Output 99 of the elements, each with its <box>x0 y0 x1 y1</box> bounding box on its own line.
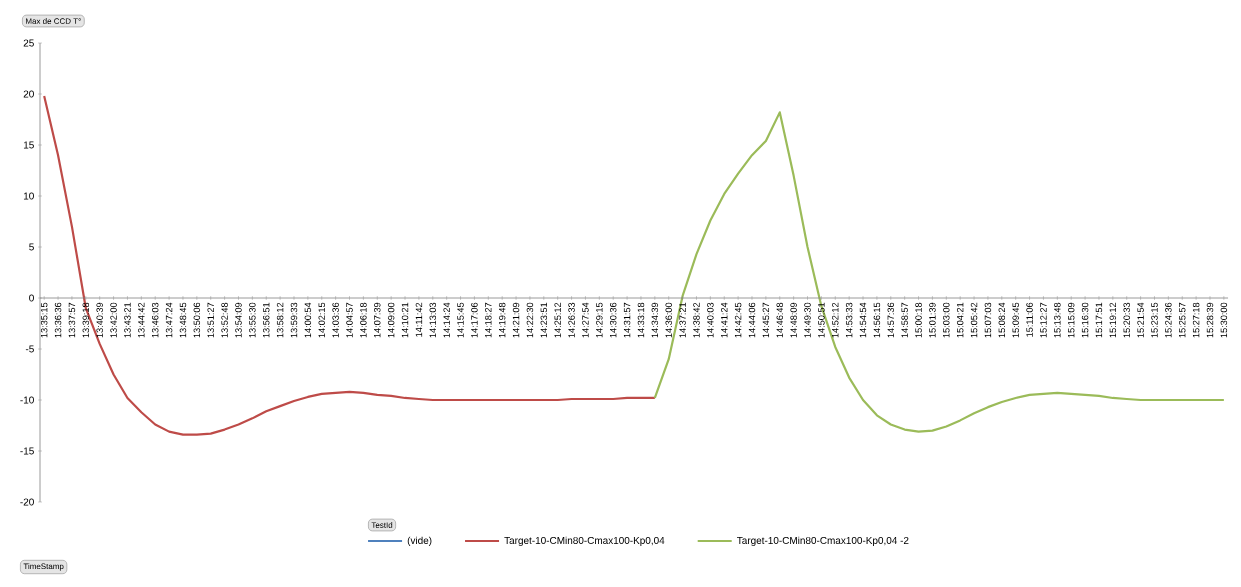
x-tick-label: 14:46:48 <box>776 302 783 338</box>
x-tick-label: 14:30:36 <box>609 302 617 338</box>
x-tick-label: 14:10:21 <box>401 302 409 338</box>
x-tick-label: 13:52:48 <box>221 302 228 338</box>
x-tick-label: 15:24:36 <box>1165 302 1172 338</box>
x-tick-label: 14:31:57 <box>623 302 631 338</box>
x-tick-label: 14:02:15 <box>318 302 325 338</box>
x-tick-label: 14:15:45 <box>457 302 464 338</box>
y-tick-label: -20 <box>20 498 34 506</box>
x-tick-label: 14:13:03 <box>429 302 437 338</box>
x-tick-label: 14:42:45 <box>734 302 742 338</box>
x-tick-label: 14:18:27 <box>485 302 492 338</box>
x-tick-label: 15:20:33 <box>1123 302 1130 338</box>
y-tick-label: 10 <box>23 192 34 200</box>
x-tick-label: 14:58:57 <box>901 302 908 338</box>
x-tick-label: 15:13:48 <box>1054 302 1061 338</box>
x-tick-label: 13:42:00 <box>110 302 117 338</box>
x-tick-label: 13:56:51 <box>262 302 270 338</box>
x-tick-label: 14:49:30 <box>804 302 811 338</box>
y-tick-label: 0 <box>29 294 34 302</box>
y-tick-label: -10 <box>20 396 34 404</box>
x-tick-label: 14:26:33 <box>568 302 575 338</box>
x-tick-label: 15:30:00 <box>1220 302 1228 338</box>
x-tick-label: 14:29:15 <box>596 302 603 338</box>
x-tick-label: 14:04:57 <box>346 302 353 338</box>
x-tick-label: 14:52:12 <box>832 302 839 338</box>
x-tick-label: 14:34:39 <box>651 302 659 338</box>
x-tick-label: 15:09:45 <box>1012 302 1019 338</box>
x-tick-label: 15:21:54 <box>1137 302 1144 338</box>
x-tick-label: 14:45:27 <box>762 302 770 338</box>
x-tick-label: 13:37:57 <box>68 302 76 338</box>
x-tick-label: 15:07:03 <box>984 302 992 338</box>
y-tick-label: -5 <box>25 345 34 353</box>
x-tick-label: 13:43:21 <box>124 302 131 338</box>
x-tick-label: 14:27:54 <box>582 302 589 338</box>
y-tick-label: 25 <box>23 39 34 47</box>
x-tick-label: 13:59:33 <box>290 302 298 338</box>
x-tick-label: 13:50:06 <box>193 302 201 338</box>
x-tick-label: 13:39:18 <box>82 302 90 338</box>
x-tick-label: 14:36:00 <box>665 302 672 338</box>
legend-label: Target-10-CMin80-Cmax100-Kp0,04 <box>504 536 665 546</box>
x-tick-label: 15:27:18 <box>1192 302 1200 338</box>
legend-label: Target-10-CMin80-Cmax100-Kp0,04 -2 <box>737 536 909 546</box>
y-tick-label: 15 <box>23 141 34 149</box>
x-tick-label: 13:36:36 <box>54 302 62 338</box>
x-tick-label: 14:57:36 <box>887 302 895 338</box>
x-tick-label: 15:05:42 <box>970 302 978 338</box>
x-tick-label: 14:06:18 <box>360 302 367 338</box>
x-tick-label: 14:44:06 <box>748 302 756 338</box>
x-tick-label: 14:48:09 <box>790 302 797 338</box>
x-tick-label: 13:55:30 <box>249 302 256 338</box>
x-tick-label: 15:08:24 <box>998 302 1006 338</box>
x-tick-label: 15:28:39 <box>1206 302 1214 338</box>
x-tick-label: 13:48:45 <box>179 302 187 338</box>
x-tick-label: 14:22:30 <box>526 302 534 338</box>
x-tick-label: 14:23:51 <box>540 302 548 338</box>
x-tick-label: 15:04:21 <box>956 302 964 338</box>
x-tick-label: 15:12:27 <box>1040 302 1047 338</box>
x-tick-label: 15:19:12 <box>1109 302 1117 338</box>
x-tick-label: 14:56:15 <box>873 302 881 338</box>
x-tick-label: 14:41:24 <box>721 302 728 338</box>
x-tick-label: 14:50:51 <box>818 302 825 338</box>
x-tick-label: 14:54:54 <box>859 302 867 338</box>
y-tick-label: -15 <box>20 447 34 455</box>
x-tick-label: 14:09:00 <box>387 302 395 338</box>
x-tick-label: 13:40:39 <box>96 302 103 338</box>
x-tick-label: 14:00:54 <box>304 302 312 338</box>
y-tick-label: 5 <box>29 243 34 251</box>
x-tick-label: 13:35:15 <box>40 302 48 338</box>
x-tick-label: 14:07:39 <box>374 302 381 338</box>
x-tick-label: 13:54:09 <box>235 302 242 338</box>
x-tick-label: 14:17:06 <box>471 302 478 338</box>
x-tick-label: 14:25:12 <box>554 302 561 338</box>
x-tick-label: 14:03:36 <box>332 302 339 338</box>
x-tick-label: 13:44:42 <box>138 302 145 338</box>
x-tick-label: 15:25:57 <box>1178 302 1186 338</box>
y-tick-label: 20 <box>23 90 34 98</box>
x-tick-label: 14:19:48 <box>498 302 506 338</box>
legend-label: (vide) <box>407 536 432 546</box>
x-tick-label: 15:11:06 <box>1026 302 1033 337</box>
x-tick-label: 15:15:09 <box>1067 302 1075 338</box>
x-tick-label: 14:40:03 <box>707 302 714 338</box>
x-tick-label: 14:21:09 <box>512 302 520 338</box>
x-tick-label: 15:23:15 <box>1151 302 1158 338</box>
x-tick-label: 14:33:18 <box>637 302 645 338</box>
x-tick-label: 15:01:39 <box>929 302 936 338</box>
x-tick-label: 14:53:33 <box>845 302 853 338</box>
x-tick-label: 15:03:00 <box>943 302 950 338</box>
x-tick-label: 14:11:42 <box>415 302 423 337</box>
x-tick-label: 15:00:18 <box>915 302 922 338</box>
x-tick-label: 13:47:24 <box>165 302 173 338</box>
x-tick-label: 15:17:51 <box>1095 302 1103 338</box>
x-tick-label: 14:14:24 <box>443 302 450 338</box>
x-tick-label: 15:16:30 <box>1081 302 1089 338</box>
x-tick-label: 13:51:27 <box>207 302 214 338</box>
x-tick-label: 13:46:03 <box>151 302 159 338</box>
x-tick-label: 14:38:42 <box>693 302 700 338</box>
x-tick-label: 14:37:21 <box>679 302 686 338</box>
x-tick-label: 13:58:12 <box>276 302 284 338</box>
